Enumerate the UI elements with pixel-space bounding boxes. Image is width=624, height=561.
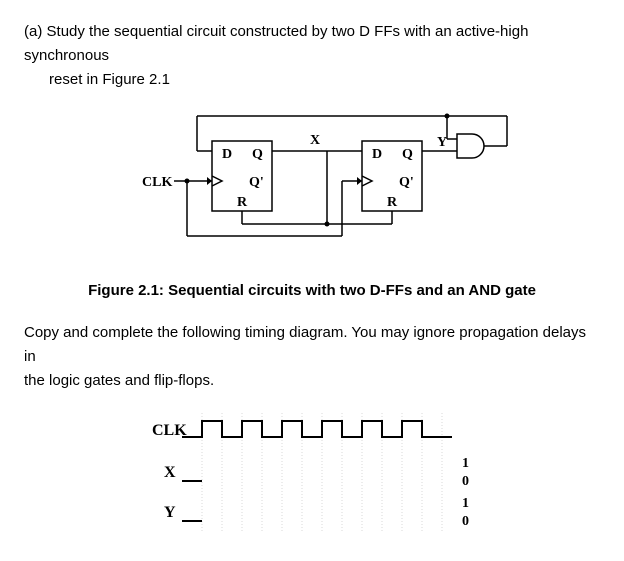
ff1-clk-triangle <box>212 176 222 186</box>
ff2-d-label: D <box>372 147 382 162</box>
ff1-r-label: R <box>237 195 248 210</box>
y-level-0: 0 <box>462 514 469 529</box>
ff1-q-label: Q <box>252 147 263 162</box>
ff2-r-label: R <box>387 195 398 210</box>
x-level-0: 0 <box>462 474 469 489</box>
ff2-q-label: Q <box>402 147 413 162</box>
and-gate <box>457 134 484 158</box>
question-text: (a) Study the sequential circuit constru… <box>24 20 600 92</box>
circuit-svg: D Q Q' R D Q Q' R CLK X Y <box>92 106 532 266</box>
clk-node <box>185 179 190 184</box>
y-signal-label: Y <box>164 504 176 521</box>
x-label: X <box>310 133 320 148</box>
ff2-qbar-label: Q' <box>399 175 414 190</box>
instruction-line2: the logic gates and flip-flops. <box>24 372 214 389</box>
ff2-clk-triangle <box>362 176 372 186</box>
clk-label: CLK <box>142 175 172 190</box>
y-level-1: 1 <box>462 496 469 511</box>
x-level-1: 1 <box>462 456 469 471</box>
fb-tap-node <box>445 114 450 119</box>
instruction-line1: Copy and complete the following timing d… <box>24 324 586 365</box>
question-line1: Study the sequential circuit constructed… <box>24 23 528 64</box>
instruction-text: Copy and complete the following timing d… <box>24 321 600 393</box>
figure-caption: Figure 2.1: Sequential circuits with two… <box>24 282 600 299</box>
x-signal-label: X <box>164 464 176 481</box>
circuit-figure: D Q Q' R D Q Q' R CLK X Y <box>24 106 600 270</box>
ff1-d-label: D <box>222 147 232 162</box>
y-label: Y <box>437 135 447 150</box>
timing-diagram: CLK X 1 0 Y 1 0 <box>24 407 600 541</box>
clk-waveform <box>182 421 452 437</box>
ff1-qbar-label: Q' <box>249 175 264 190</box>
clk-signal-label: CLK <box>152 422 187 439</box>
question-prefix: (a) <box>24 23 42 40</box>
question-line2: reset in Figure 2.1 <box>49 71 170 88</box>
timing-svg: CLK X 1 0 Y 1 0 <box>82 407 542 537</box>
